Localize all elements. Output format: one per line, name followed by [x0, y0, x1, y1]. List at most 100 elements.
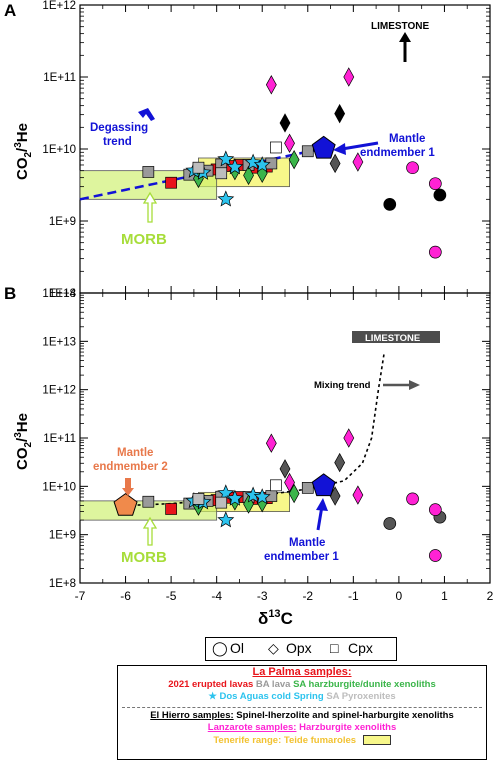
data-point-square [192, 161, 205, 174]
data-point-star [217, 511, 235, 528]
x-axis-label: δ13C [258, 608, 293, 628]
data-point-diamond [334, 103, 346, 124]
y-tick-label: 1E+13 [42, 336, 76, 348]
data-point-diamond [265, 433, 277, 453]
limestone-arrowhead-a [399, 32, 411, 42]
panel-b: 1E+8 1E+9 1E+10 1E+11 1E+12 1E+13 1E+14 [42, 288, 491, 590]
data-point-diamond [288, 149, 300, 170]
data-point-diamond [288, 483, 300, 504]
tenerife-title: Tenerife range: [213, 734, 282, 746]
data-point-square [215, 496, 228, 509]
data-point-star [253, 488, 271, 505]
x-tick-label: 1 [441, 589, 448, 603]
data-point-circle [428, 503, 442, 516]
data-point-pentagon [113, 492, 138, 516]
lanzarote-title: Lanzarote samples: [207, 722, 297, 733]
x-tick-label: -6 [120, 589, 131, 603]
panel-letter-a: A [4, 1, 16, 20]
data-point-diamond [343, 428, 355, 448]
y-tick-label: 1E+12 [42, 0, 76, 12]
x-tick-label: -7 [75, 589, 86, 603]
x-tick-label: -1 [348, 589, 359, 603]
limestone-box-b [352, 331, 440, 343]
y-tick-label: 1E+10 [42, 481, 76, 493]
opx-symbol-icon: ◇ [268, 640, 279, 656]
morb-arrow-b [142, 516, 158, 546]
data-point-star [217, 190, 235, 207]
cpx-label: Cpx [348, 640, 373, 656]
la-palma-ba: BA lava [255, 678, 291, 690]
data-point-star [217, 150, 235, 167]
panel-letter-b: B [4, 284, 16, 303]
data-point-circle [428, 177, 442, 191]
data-point-star [253, 156, 271, 173]
limestone-label-a: LIMESTONE [371, 21, 429, 32]
lanzarote-row: Lanzarote samples: Harzburgite xenoliths [118, 722, 486, 735]
y-tick-label: 1E+8 [49, 288, 76, 300]
data-point-circle [428, 245, 442, 259]
data-point-circle [433, 188, 447, 202]
data-point-pentagon [311, 473, 336, 497]
la-palma-title: La Palma samples: [252, 666, 352, 678]
lanzarote-text: Harzburgite xenoliths [299, 722, 397, 733]
mixing-label: Mixing trend [314, 380, 371, 391]
ol-symbol-icon: ◯ [212, 640, 228, 656]
data-point-square [165, 503, 177, 515]
degassing-label-1: Degassing [90, 122, 148, 134]
data-point-diamond [284, 133, 295, 154]
x-axis-ticks: -7 -6 -5 -4 -3 -2 -1 0 1 2 [75, 589, 494, 603]
tenerife-row: Tenerife range: Teide fumaroles [118, 735, 486, 748]
panel-b-ylabel: CO2/3He [13, 413, 34, 470]
morb-label-b: MORB [121, 549, 167, 566]
mixing-arrowhead [409, 380, 420, 390]
x-tick-label: -4 [211, 589, 222, 603]
y-tick-label: 1E+9 [49, 530, 76, 542]
data-point-diamond [334, 452, 346, 473]
data-point-diamond [279, 459, 291, 479]
mantle1-arrowhead-b [316, 498, 328, 511]
mantle1-arrow-a [341, 141, 379, 151]
tenerife-swatch [362, 734, 391, 745]
data-point-diamond [352, 152, 364, 172]
la-palma-sa: SA harzburgite/dunite xenoliths [293, 678, 436, 690]
degassing-label-2: trend [103, 136, 132, 148]
data-point-star [244, 486, 262, 503]
x-tick-label: -2 [302, 589, 313, 603]
y-tick-label: 1E+10 [42, 144, 76, 156]
data-point-diamond [329, 153, 341, 174]
data-point-diamond [352, 485, 364, 505]
y-tick-label: 1E+14 [42, 288, 76, 300]
data-point-star [226, 158, 244, 175]
legend-divider [122, 706, 482, 708]
data-point-pentagon [311, 135, 336, 159]
data-point-square [270, 141, 282, 154]
panel-a-ylabel: CO2/3He [13, 123, 34, 180]
data-point-square [301, 145, 314, 158]
data-point-circle [406, 492, 419, 506]
y-tick-label: 1E+8 [49, 578, 76, 590]
mantle1-label-a-1: Mantle [389, 133, 425, 145]
la-palma-erupted: 2021 erupted lavas [168, 678, 254, 690]
tenerife-text: Teide fumaroles [283, 734, 357, 746]
data-point-circle [428, 549, 442, 562]
data-point-square [142, 166, 155, 178]
la-palma-pyx: SA Pyroxenites [326, 691, 396, 702]
la-palma-row-2: ★ Dos Aguas cold Spring SA Pyroxenites [118, 691, 486, 704]
degassing-arrow [138, 108, 155, 121]
data-point-square [165, 176, 177, 189]
el-hierro-title: El Hierro samples: [150, 709, 234, 721]
la-palma-dos: Dos Aguas cold Spring [219, 691, 324, 702]
star-icon: ★ [208, 691, 217, 702]
mantle1-arrowhead-a [333, 143, 346, 155]
data-point-square [215, 167, 228, 180]
data-point-square [301, 482, 314, 494]
data-point-circle [383, 517, 397, 530]
data-point-star [244, 153, 262, 170]
x-tick-label: 2 [487, 589, 494, 603]
data-point-square [270, 479, 282, 492]
y-tick-label: 1E+12 [42, 385, 76, 397]
data-point-diamond [243, 165, 254, 186]
data-point-diamond [284, 472, 295, 493]
figure: A B CO2/3He CO2/3He δ13C 1E+8 1E+9 1E+10 1E… [4, 0, 494, 628]
data-point-star [226, 489, 244, 506]
